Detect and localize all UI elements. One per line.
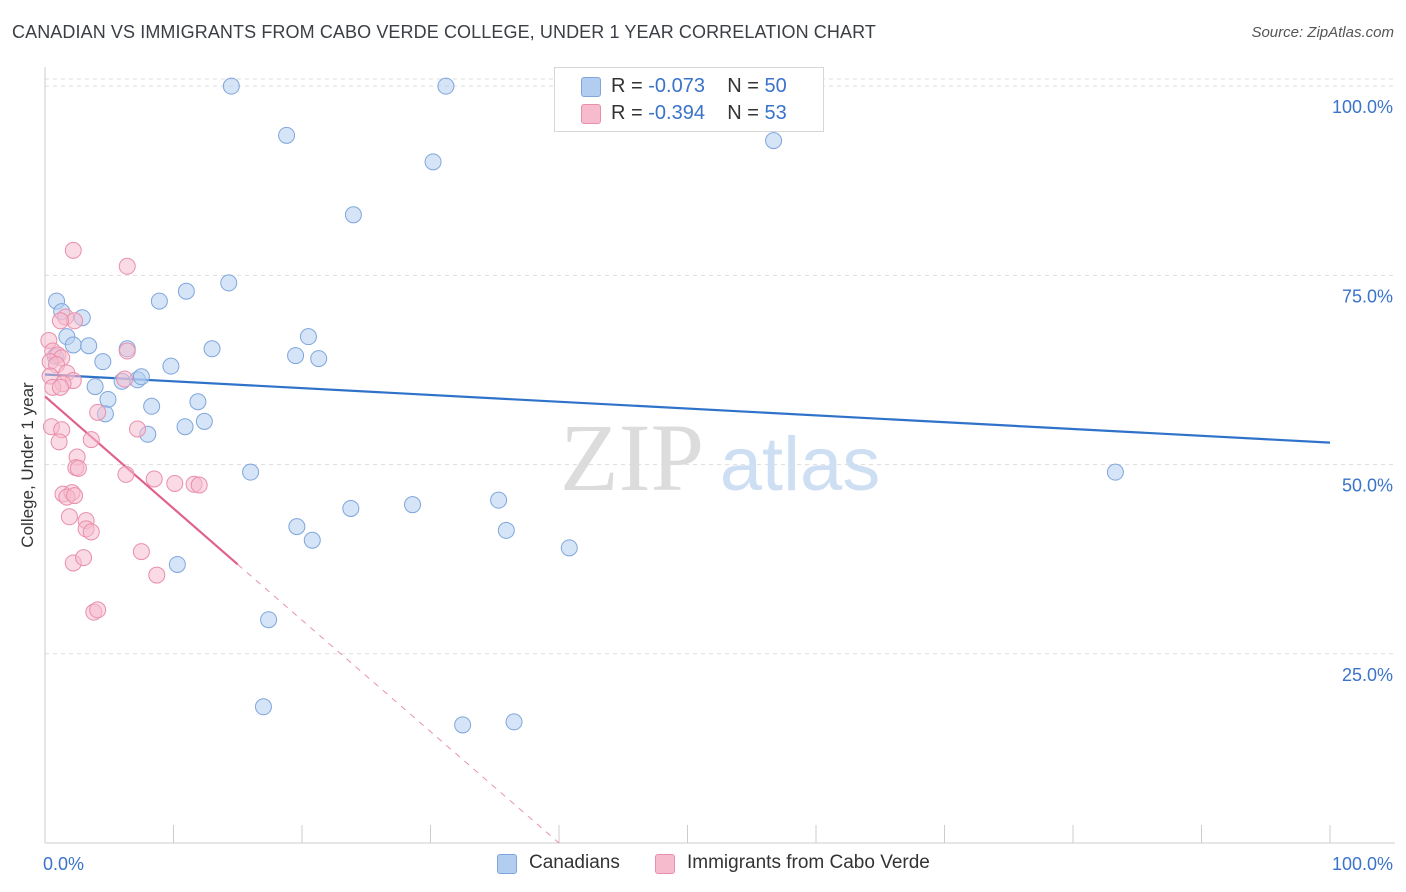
trend-line [44, 395, 239, 566]
y-tick-label: 25.0% [1342, 665, 1393, 685]
data-point [162, 357, 180, 375]
legend-r-label: R = [611, 75, 649, 97]
data-point [490, 491, 508, 509]
data-point [150, 292, 168, 310]
trend-line [237, 564, 560, 844]
x-tick-label: 100.0% [1332, 854, 1393, 874]
data-point [303, 531, 321, 549]
data-point [1106, 463, 1124, 481]
legend-r-value: -0.394 [648, 102, 705, 124]
correlation-legend: R = -0.073 N = 50 R = -0.394 N = 53 [554, 67, 824, 132]
data-point [75, 549, 93, 567]
series-cabo-verde [40, 241, 208, 621]
watermark-zip: ZIP [560, 404, 704, 511]
data-point [278, 126, 296, 144]
axes [44, 67, 1395, 844]
tick-labels: 25.0% 50.0% 75.0% 100.0% 0.0% 100.0% [43, 97, 1393, 874]
legend-swatch-blue [581, 77, 601, 97]
data-point [143, 397, 161, 415]
data-point [189, 393, 207, 411]
y-tick-label: 100.0% [1332, 97, 1393, 117]
data-point [176, 418, 194, 436]
legend-r-label: R = [611, 102, 649, 124]
data-point [145, 470, 163, 488]
data-point [299, 328, 317, 346]
data-point [89, 601, 107, 619]
source-label: Source: ZipAtlas.com [1251, 24, 1394, 41]
data-point [118, 342, 136, 360]
legend-swatch-pink [581, 104, 601, 124]
data-point [454, 716, 472, 734]
data-point [424, 153, 442, 171]
legend-series-name: Immigrants from Cabo Verde [687, 852, 930, 873]
data-point [64, 241, 82, 259]
data-point [497, 521, 515, 539]
data-point [51, 378, 69, 396]
data-point [66, 487, 84, 505]
data-point [437, 77, 455, 95]
data-point [222, 77, 240, 95]
data-point [203, 340, 221, 358]
data-point [220, 274, 238, 292]
y-axis-label: College, Under 1 year [18, 382, 37, 548]
data-point [166, 474, 184, 492]
data-point [195, 412, 213, 430]
data-point [560, 539, 578, 557]
data-point [254, 698, 272, 716]
data-point [50, 433, 68, 451]
data-point [765, 132, 783, 150]
legend-r-value: -0.073 [648, 75, 705, 97]
data-point [64, 336, 82, 354]
trend-lines [44, 373, 1331, 844]
series-canadians [46, 77, 1124, 734]
data-point [404, 496, 422, 514]
data-point [344, 206, 362, 224]
legend-n-value: 53 [764, 102, 787, 124]
data-point [89, 403, 107, 421]
grid-lines [45, 78, 1395, 655]
x-tick-label: 0.0% [43, 854, 84, 874]
data-point [177, 282, 195, 300]
data-point [288, 518, 306, 536]
data-point [129, 420, 147, 438]
data-point [242, 463, 260, 481]
data-point [505, 713, 523, 731]
data-point [132, 368, 150, 386]
data-point [260, 611, 278, 629]
data-point [82, 431, 100, 449]
data-point [94, 353, 112, 371]
data-point [117, 465, 135, 483]
data-point [190, 476, 208, 494]
data-point [66, 312, 84, 330]
data-point [287, 347, 305, 365]
legend-series-name: Canadians [529, 852, 620, 873]
y-tick-label: 75.0% [1342, 286, 1393, 306]
data-point [342, 499, 360, 517]
data-point [51, 312, 69, 330]
data-point [80, 337, 98, 355]
data-point [86, 378, 104, 396]
data-point [310, 350, 328, 368]
watermark-atlas: atlas [720, 422, 881, 507]
legend-n-label: N = [727, 75, 765, 97]
chart-title: CANADIAN VS IMMIGRANTS FROM CABO VERDE C… [12, 22, 876, 42]
y-tick-label: 50.0% [1342, 476, 1393, 496]
data-point [69, 459, 87, 477]
data-point [116, 370, 134, 388]
data-point [132, 543, 150, 561]
legend-swatch-blue [497, 854, 517, 874]
legend-swatch-pink [655, 854, 675, 874]
data-point [118, 257, 136, 275]
trend-line [44, 373, 1331, 444]
legend-n-label: N = [727, 102, 765, 124]
legend-n-value: 50 [764, 75, 787, 97]
data-point [168, 555, 186, 573]
data-point [148, 566, 166, 584]
data-point [82, 523, 100, 541]
data-point [99, 390, 117, 408]
data-point [60, 508, 78, 526]
